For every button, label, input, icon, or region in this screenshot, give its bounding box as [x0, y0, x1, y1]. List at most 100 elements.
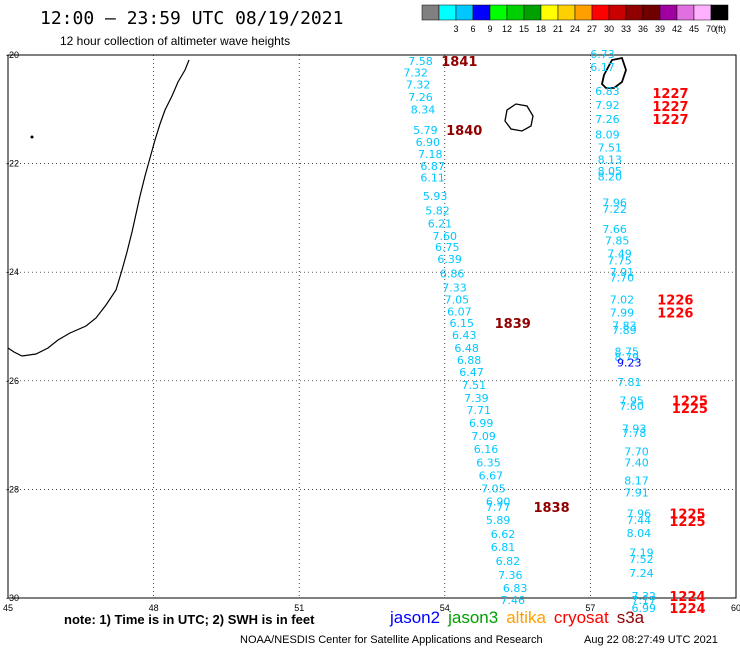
wave-height-value: 8.05 [598, 165, 623, 178]
color-scale-label: 3 [453, 24, 458, 34]
color-swatch [574, 4, 593, 21]
wave-height-value: 6.17 [590, 61, 615, 74]
wave-height-value: 7.96 [627, 507, 652, 520]
color-swatch [438, 4, 457, 21]
color-swatch [472, 4, 491, 21]
y-tick-label: -26 [6, 376, 19, 386]
wave-height-value: 6.43 [452, 329, 477, 342]
wave-height-value: 7.46 [500, 594, 525, 607]
wave-height-value: 6.48 [454, 342, 479, 355]
color-scale-label: 15 [519, 24, 529, 34]
satellite-legend-item: jason3 [448, 608, 499, 627]
pass-label: 1227 [652, 87, 688, 102]
wave-height-value: 8.04 [627, 527, 652, 540]
wave-height-value: 6.47 [459, 366, 484, 379]
wave-height-value: 6.99 [469, 417, 494, 430]
wave-height-value: 7.22 [602, 203, 627, 216]
color-swatch [608, 4, 627, 21]
wave-height-value: 6.83 [595, 85, 620, 98]
color-scale-legend: 3 6 9 12 15 18 21 24 27 30 33 36 39 42 45 70(ft) [421, 4, 729, 34]
color-scale-label: 12 [502, 24, 512, 34]
color-scale-label: 70 [706, 24, 716, 34]
color-scale-label: 30 [604, 24, 614, 34]
color-swatch [625, 4, 644, 21]
x-tick-label: 57 [585, 603, 595, 613]
pass-label: 1225 [672, 394, 708, 409]
wave-height-value: 7.32 [632, 590, 657, 603]
pass-label: 1225 [669, 515, 705, 530]
wave-height-value: 6.90 [416, 136, 441, 149]
wave-height-value: 7.52 [629, 553, 654, 566]
wave-height-value: 7.93 [622, 423, 647, 436]
pass-label: 1838 [533, 501, 569, 516]
wave-height-value: 6.15 [450, 317, 475, 330]
wave-height-value: 7.51 [598, 141, 623, 154]
satellite-legend: jason2 jason3 altika cryosat s3a [390, 608, 652, 628]
color-scale-label: 6 [470, 24, 475, 34]
color-scale-label: 45 [689, 24, 699, 34]
wave-height-value: 6.07 [447, 305, 472, 318]
wave-height-value: 8.17 [624, 475, 649, 488]
wave-height-value: 6.11 [420, 172, 445, 185]
wave-height-value: 7.75 [607, 254, 632, 267]
wave-height-value: 7.92 [595, 99, 620, 112]
wave-height-value: 6.75 [435, 241, 460, 254]
wave-height-value: 5.79 [413, 124, 438, 137]
wave-height-value: 7.60 [433, 230, 458, 243]
pass-label: 1225 [672, 402, 708, 417]
wave-height-value: 7.18 [418, 148, 443, 161]
wave-height-value: 7.32 [406, 78, 431, 91]
wave-height-value: 5.93 [423, 190, 448, 203]
altimeter-tracks: 7.587.327.327.268.345.796.907.186.876.11… [403, 48, 656, 615]
x-tick-label: 48 [149, 603, 159, 613]
wave-height-value: 7.09 [471, 430, 496, 443]
y-tick-label: -20 [6, 50, 19, 60]
color-swatch [676, 4, 695, 21]
wave-height-value: 7.17 [632, 594, 657, 607]
wave-height-value: 7.66 [602, 223, 627, 236]
wave-height-value: 7.81 [617, 376, 642, 389]
wave-height-value: 7.26 [408, 91, 433, 104]
wave-height-value: 6.86 [440, 267, 465, 280]
color-scale-label: 9 [487, 24, 492, 34]
pass-label: 1227 [652, 100, 688, 115]
wave-height-value: 6.81 [491, 541, 516, 554]
map-subtitle: 12 hour collection of altimeter wave hei… [60, 34, 291, 48]
axis-tick-labels: 45 48 51 54 57 60 -20 -22 -24 -26 -28 -30 [3, 50, 740, 613]
satellite-legend-item: jason2 [390, 608, 441, 627]
wave-height-value: 7.95 [619, 394, 644, 407]
wave-height-value: 7.39 [464, 392, 489, 405]
color-swatch [506, 4, 525, 21]
color-scale-label: 18 [536, 24, 546, 34]
wave-height-value: 6.88 [457, 354, 482, 367]
wave-height-value: 7.78 [622, 427, 647, 440]
footer-note: note: 1) Time is in UTC; 2) SWH is in fe… [64, 612, 315, 627]
x-tick-label: 60 [731, 603, 740, 613]
color-swatch [710, 4, 729, 21]
graticule-grid [8, 55, 736, 598]
x-tick-label: 45 [3, 603, 13, 613]
color-scale-label: 36 [638, 24, 648, 34]
wave-height-value: 7.44 [627, 514, 652, 527]
color-scale-label: 24 [570, 24, 580, 34]
color-swatch [455, 4, 474, 21]
wave-height-value: 8.13 [598, 153, 623, 166]
color-swatch [523, 4, 542, 21]
satellite-legend-item: cryosat [553, 608, 609, 627]
wave-height-value: 6.67 [479, 469, 504, 482]
wave-height-value: 6.99 [632, 602, 657, 615]
y-tick-label: -28 [6, 484, 19, 494]
pass-label: 1224 [669, 590, 705, 605]
wave-height-value: 7.70 [624, 445, 649, 458]
color-swatch [642, 4, 661, 21]
color-swatch [591, 4, 610, 21]
wave-height-value: 7.96 [602, 197, 627, 210]
wave-height-value: 7.70 [610, 272, 635, 285]
wave-height-value: 6.35 [476, 456, 501, 469]
y-tick-label: -30 [6, 593, 19, 603]
wave-height-value: 6.62 [491, 528, 516, 541]
color-swatch [557, 4, 576, 21]
mauritius-coastline [504, 103, 534, 132]
pass-label: 1226 [657, 306, 693, 321]
pass-label: 1227 [652, 113, 688, 128]
